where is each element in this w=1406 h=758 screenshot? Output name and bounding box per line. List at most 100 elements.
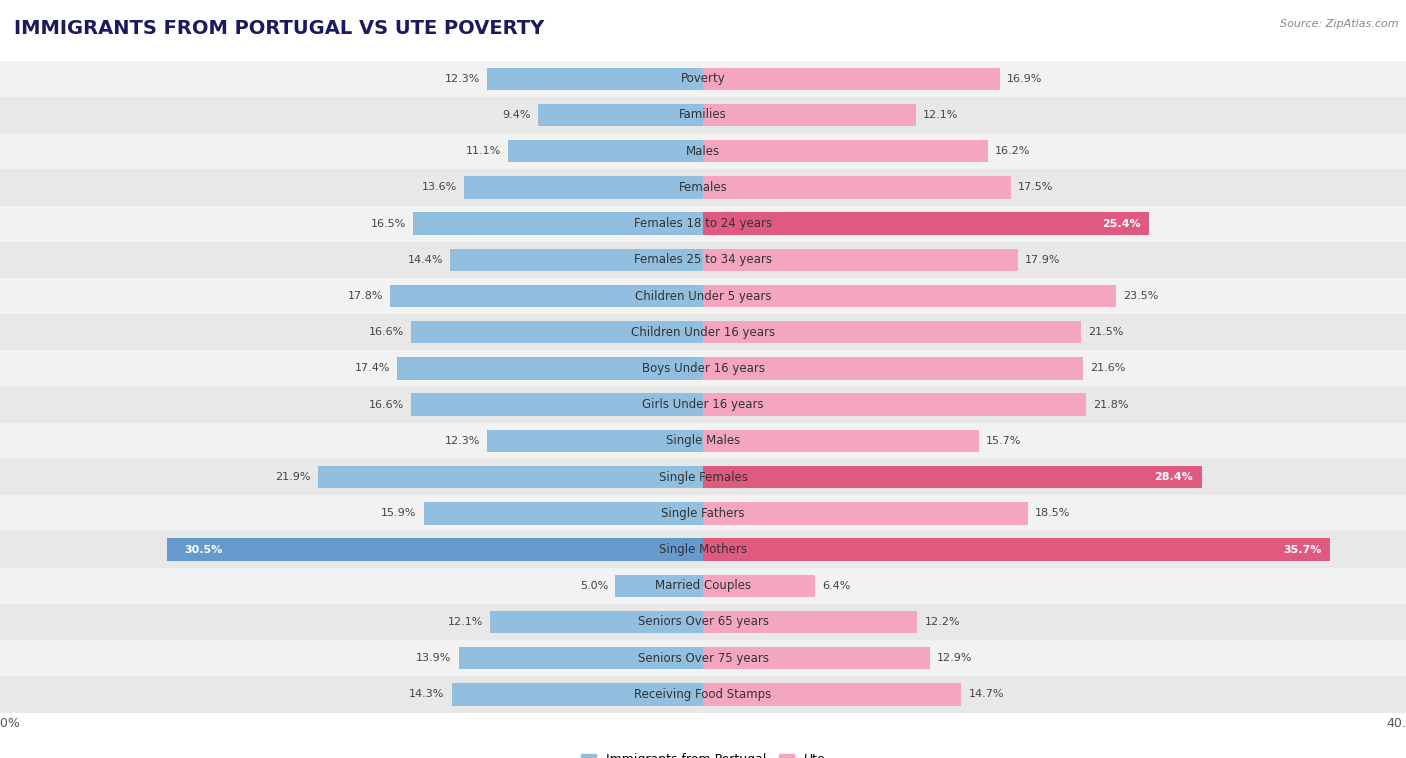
Text: 23.5%: 23.5% <box>1123 291 1159 301</box>
Text: 13.6%: 13.6% <box>422 183 457 193</box>
Text: 14.3%: 14.3% <box>409 690 444 700</box>
Text: Single Females: Single Females <box>658 471 748 484</box>
Bar <box>458 647 703 669</box>
Text: 9.4%: 9.4% <box>502 110 531 120</box>
Bar <box>703 104 915 126</box>
Text: Females 18 to 24 years: Females 18 to 24 years <box>634 217 772 230</box>
Bar <box>0 676 1406 713</box>
Text: Single Fathers: Single Fathers <box>661 507 745 520</box>
Bar <box>464 176 703 199</box>
Bar <box>703 611 917 633</box>
Bar <box>412 393 703 416</box>
Text: Source: ZipAtlas.com: Source: ZipAtlas.com <box>1281 19 1399 29</box>
Bar <box>703 176 1011 199</box>
Bar <box>486 430 703 452</box>
Text: Females: Females <box>679 181 727 194</box>
Text: IMMIGRANTS FROM PORTUGAL VS UTE POVERTY: IMMIGRANTS FROM PORTUGAL VS UTE POVERTY <box>14 19 544 38</box>
Bar <box>0 387 1406 423</box>
Text: 35.7%: 35.7% <box>1284 544 1322 555</box>
Text: 16.2%: 16.2% <box>994 146 1031 156</box>
Bar <box>0 423 1406 459</box>
Text: 12.1%: 12.1% <box>922 110 957 120</box>
Bar <box>703 212 1150 235</box>
Bar <box>0 604 1406 640</box>
Text: 17.9%: 17.9% <box>1025 255 1060 265</box>
Bar <box>703 575 815 597</box>
Text: 12.3%: 12.3% <box>444 74 479 83</box>
Text: 12.9%: 12.9% <box>936 653 972 663</box>
Legend: Immigrants from Portugal, Ute: Immigrants from Portugal, Ute <box>575 748 831 758</box>
Text: 12.2%: 12.2% <box>925 617 960 627</box>
Text: 16.5%: 16.5% <box>371 218 406 229</box>
Bar <box>391 285 703 307</box>
Text: Receiving Food Stamps: Receiving Food Stamps <box>634 688 772 701</box>
Text: Females 25 to 34 years: Females 25 to 34 years <box>634 253 772 266</box>
Bar <box>703 67 1000 90</box>
Text: 17.5%: 17.5% <box>1018 183 1053 193</box>
Bar <box>0 169 1406 205</box>
Bar <box>486 67 703 90</box>
Bar <box>703 683 962 706</box>
Bar <box>0 459 1406 495</box>
Text: 11.1%: 11.1% <box>465 146 501 156</box>
Text: 16.6%: 16.6% <box>368 327 405 337</box>
Bar <box>703 647 929 669</box>
Bar <box>318 466 703 488</box>
Bar <box>703 285 1116 307</box>
Text: Seniors Over 75 years: Seniors Over 75 years <box>637 652 769 665</box>
Bar <box>508 140 703 162</box>
Text: 21.9%: 21.9% <box>276 472 311 482</box>
Bar <box>0 495 1406 531</box>
Text: Single Males: Single Males <box>666 434 740 447</box>
Text: Seniors Over 65 years: Seniors Over 65 years <box>637 615 769 628</box>
Text: Children Under 5 years: Children Under 5 years <box>634 290 772 302</box>
Bar <box>0 97 1406 133</box>
Text: 21.5%: 21.5% <box>1088 327 1123 337</box>
Bar <box>0 278 1406 314</box>
Bar <box>398 357 703 380</box>
Text: Families: Families <box>679 108 727 121</box>
Text: Married Couples: Married Couples <box>655 579 751 592</box>
Bar <box>703 430 979 452</box>
Text: 12.1%: 12.1% <box>449 617 484 627</box>
Bar <box>0 314 1406 350</box>
Text: Boys Under 16 years: Boys Under 16 years <box>641 362 765 375</box>
Text: 16.6%: 16.6% <box>368 399 405 409</box>
Text: 13.9%: 13.9% <box>416 653 451 663</box>
Bar <box>0 531 1406 568</box>
Bar <box>537 104 703 126</box>
Text: 21.8%: 21.8% <box>1094 399 1129 409</box>
Text: Children Under 16 years: Children Under 16 years <box>631 326 775 339</box>
Text: Poverty: Poverty <box>681 72 725 85</box>
Bar <box>0 205 1406 242</box>
Text: 14.4%: 14.4% <box>408 255 443 265</box>
Bar <box>0 640 1406 676</box>
Bar <box>703 249 1018 271</box>
Text: 18.5%: 18.5% <box>1035 509 1070 518</box>
Bar <box>0 61 1406 97</box>
Bar <box>616 575 703 597</box>
Bar <box>703 466 1202 488</box>
Text: 5.0%: 5.0% <box>579 581 609 590</box>
Bar <box>491 611 703 633</box>
Bar <box>413 212 703 235</box>
Text: 17.8%: 17.8% <box>347 291 382 301</box>
Bar <box>167 538 703 561</box>
Text: 16.9%: 16.9% <box>1007 74 1042 83</box>
Text: 30.5%: 30.5% <box>184 544 222 555</box>
Bar <box>703 538 1330 561</box>
Bar <box>703 140 987 162</box>
Bar <box>703 357 1083 380</box>
Text: 21.6%: 21.6% <box>1090 364 1125 374</box>
Text: Girls Under 16 years: Girls Under 16 years <box>643 398 763 411</box>
Bar <box>450 249 703 271</box>
Bar <box>0 242 1406 278</box>
Bar <box>0 133 1406 169</box>
Text: 17.4%: 17.4% <box>354 364 391 374</box>
Text: 28.4%: 28.4% <box>1154 472 1194 482</box>
Text: 6.4%: 6.4% <box>823 581 851 590</box>
Bar <box>703 393 1087 416</box>
Bar <box>0 568 1406 604</box>
Text: 14.7%: 14.7% <box>969 690 1004 700</box>
Bar <box>703 321 1081 343</box>
